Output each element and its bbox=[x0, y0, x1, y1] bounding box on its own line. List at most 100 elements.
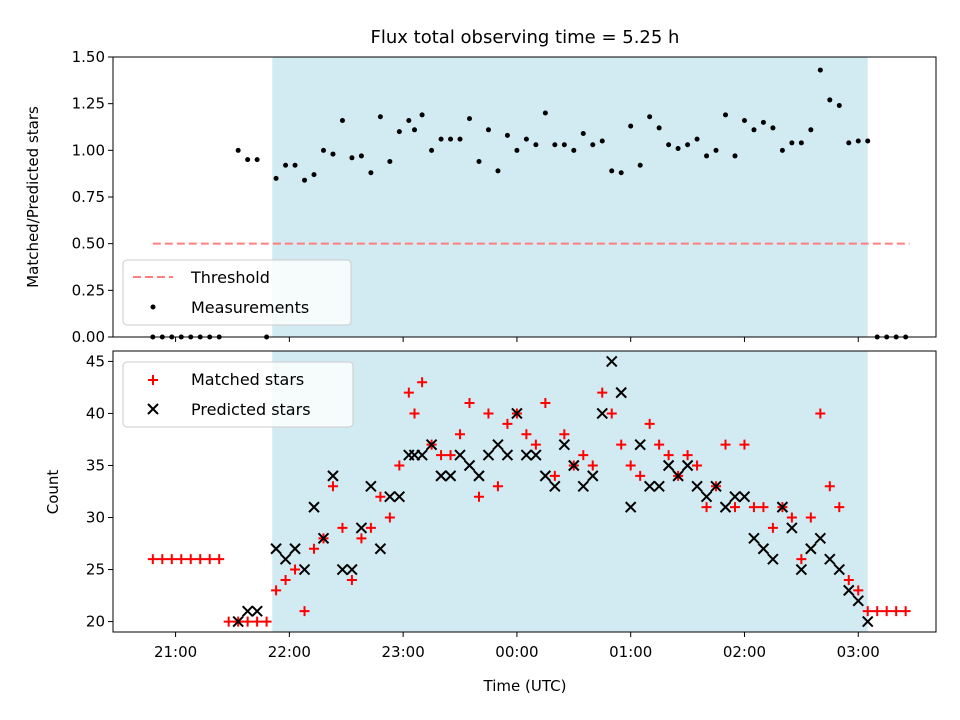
predicted-star-point bbox=[346, 563, 358, 576]
measurement-point bbox=[647, 114, 653, 120]
predicted-star-point bbox=[232, 615, 244, 628]
matched-star-point bbox=[502, 418, 513, 429]
measurement-point bbox=[628, 123, 634, 129]
measurement-point bbox=[377, 114, 383, 120]
matched-star-point bbox=[587, 460, 598, 471]
predicted-star-point bbox=[425, 438, 438, 451]
predicted-star-point bbox=[492, 438, 504, 451]
predicted-star-point bbox=[672, 470, 684, 482]
matched-star-point bbox=[252, 616, 263, 627]
matched-star-point bbox=[843, 574, 854, 585]
matched-star-point bbox=[464, 398, 475, 409]
predicted-star-point bbox=[251, 605, 263, 617]
matched-star-point bbox=[559, 429, 570, 440]
predicted-star-point bbox=[365, 480, 377, 493]
matched-star-point bbox=[157, 554, 168, 565]
matched-star-point bbox=[881, 606, 892, 617]
bottom-x-tick-label: 02:00 bbox=[723, 643, 766, 661]
predicted-star-point bbox=[289, 543, 301, 555]
measurement-point bbox=[675, 145, 681, 151]
predicted-star-point bbox=[700, 490, 713, 503]
matched-star-point bbox=[872, 606, 883, 617]
measurement-point bbox=[789, 140, 795, 146]
predicted-star-point bbox=[393, 490, 406, 503]
predicted-star-point bbox=[757, 543, 770, 555]
measurement-point bbox=[349, 155, 355, 161]
measurement-point bbox=[504, 132, 510, 138]
predicted-star-point bbox=[738, 490, 751, 503]
matched-star-point bbox=[299, 606, 310, 617]
top-legend: Threshold Measurements bbox=[122, 259, 352, 326]
matched-star-point bbox=[834, 502, 845, 513]
matched-star-point bbox=[805, 512, 816, 523]
measurement-point bbox=[485, 127, 491, 133]
matched-star-point bbox=[654, 439, 665, 450]
matched-star-point bbox=[356, 533, 367, 544]
top-y-tick-label: 0.25 bbox=[72, 281, 105, 299]
matched-star-point bbox=[365, 522, 376, 533]
predicted-star-point bbox=[549, 480, 561, 493]
top-axes-frame bbox=[112, 56, 937, 338]
top-panel: 0.00 0.25 0.50 0.75 1.00 1.25 1.50 Threshold Mea… bbox=[72, 48, 937, 346]
predicted-star-point bbox=[606, 355, 618, 368]
measurement-point bbox=[245, 157, 251, 163]
predicted-star-point bbox=[463, 459, 476, 472]
predicted-star-point bbox=[568, 459, 580, 472]
matched-star-point bbox=[521, 429, 532, 440]
matched-star-point bbox=[606, 408, 617, 419]
legend-threshold-label: Threshold bbox=[190, 268, 270, 287]
measurement-point bbox=[419, 112, 425, 118]
predicted-star-point bbox=[482, 449, 495, 461]
matched-star-point bbox=[166, 554, 177, 565]
matched-star-point bbox=[758, 502, 769, 513]
predicted-star-point bbox=[795, 563, 808, 576]
bottom-axes-frame bbox=[112, 350, 937, 633]
measurement-point bbox=[637, 162, 643, 168]
measurement-point bbox=[618, 170, 624, 176]
measurement-point bbox=[457, 136, 463, 142]
matched-star-point bbox=[853, 585, 864, 596]
measurement-point bbox=[599, 138, 605, 144]
measurement-point bbox=[846, 140, 852, 146]
measurement-point bbox=[666, 142, 672, 148]
predicted-star-point bbox=[681, 459, 694, 472]
measurement-point bbox=[514, 147, 520, 153]
matched-star-point bbox=[346, 574, 357, 585]
predicted-star-point bbox=[454, 449, 466, 461]
predicted-star-point bbox=[805, 543, 817, 555]
measurement-point bbox=[590, 142, 596, 148]
matched-star-point bbox=[891, 606, 902, 617]
bottom-x-tick-label: 03:00 bbox=[837, 643, 880, 661]
predicted-star-point bbox=[643, 480, 656, 493]
measurement-point bbox=[732, 153, 738, 159]
predicted-star-point bbox=[662, 459, 675, 472]
measurement-point bbox=[751, 127, 757, 133]
matched-star-point bbox=[796, 554, 807, 565]
measurement-point bbox=[609, 168, 615, 174]
measurement-point bbox=[358, 153, 364, 159]
matched-star-point bbox=[242, 616, 253, 627]
legend-predicted-swatch bbox=[147, 403, 159, 415]
predicted-star-point bbox=[539, 470, 552, 482]
measurement-point bbox=[580, 131, 586, 137]
predicted-star-point bbox=[444, 470, 457, 482]
matched-star-point bbox=[445, 450, 456, 461]
matched-star-point bbox=[815, 408, 826, 419]
matched-star-point bbox=[214, 554, 225, 565]
bottom-shaded-span bbox=[272, 351, 868, 632]
predicted-star-point bbox=[814, 532, 827, 545]
bottom-y-tick-label: 35 bbox=[86, 456, 105, 474]
measurement-point bbox=[495, 168, 501, 174]
measurement-point bbox=[827, 97, 833, 103]
measurement-point bbox=[836, 103, 842, 109]
predicted-star-point bbox=[691, 480, 703, 493]
bottom-y-tick-label: 20 bbox=[86, 613, 105, 631]
measurement-point bbox=[467, 116, 473, 122]
predicted-star-point bbox=[327, 470, 339, 482]
predicted-star-point bbox=[374, 543, 387, 555]
measurement-point bbox=[438, 136, 444, 142]
legend-matched-swatch bbox=[148, 375, 158, 385]
matched-star-point bbox=[280, 574, 291, 585]
predicted-star-point bbox=[473, 470, 485, 482]
measurement-point bbox=[235, 147, 241, 153]
